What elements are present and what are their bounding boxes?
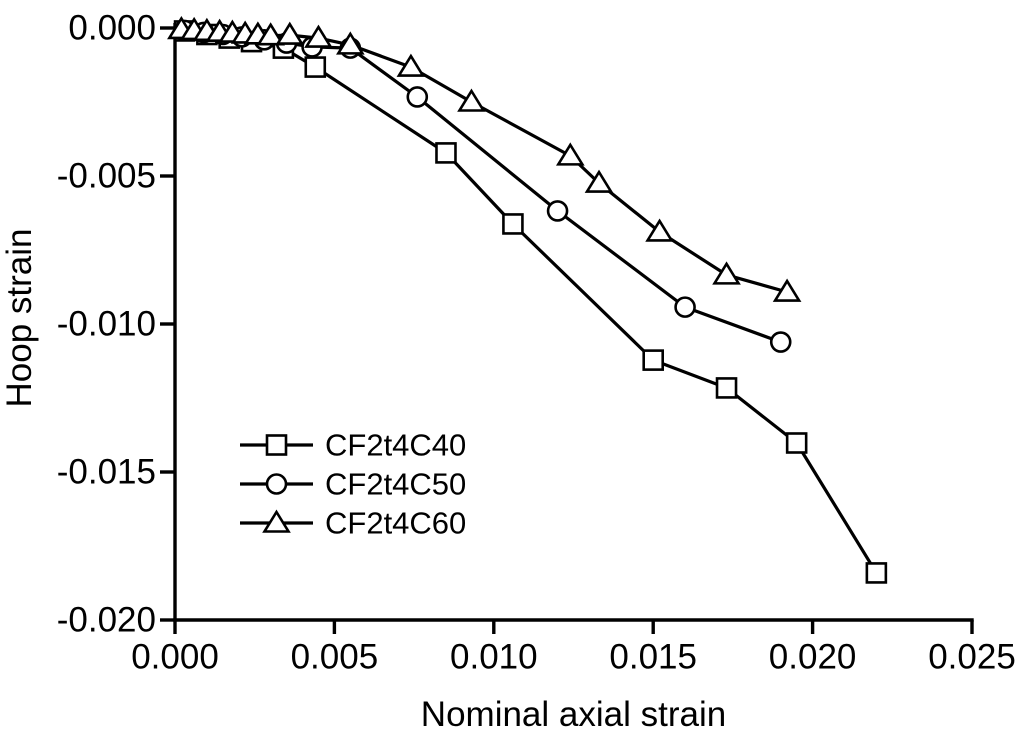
marker-triangle bbox=[256, 22, 285, 46]
legend-marker-triangle bbox=[262, 509, 291, 533]
marker-square bbox=[642, 349, 665, 371]
legend-label: CF2t4C60 bbox=[325, 506, 466, 541]
x-tick-label: 0.025 bbox=[928, 638, 1016, 677]
marker-circle bbox=[546, 200, 569, 222]
series-CF2t4C40 bbox=[173, 20, 888, 584]
marker-square bbox=[435, 142, 457, 164]
series-line-CF2t4C50 bbox=[184, 28, 782, 344]
legend-item-CF2t4C40: CF2t4C40 bbox=[240, 428, 466, 463]
legend: CF2t4C40 CF2t4C50 CF2t4C60 bbox=[240, 428, 466, 541]
x-tick-label: 0.015 bbox=[609, 638, 697, 677]
legend-item-CF2t4C50: CF2t4C50 bbox=[240, 467, 466, 502]
marker-triangle bbox=[555, 142, 585, 166]
series-line-CF2t4C60 bbox=[181, 27, 788, 294]
y-tick-label: -0.020 bbox=[57, 601, 156, 640]
legend-marker-circle bbox=[265, 473, 288, 495]
marker-square bbox=[502, 213, 524, 235]
marker-triangle bbox=[712, 261, 741, 285]
marker-circle bbox=[769, 331, 792, 353]
legend-label: CF2t4C40 bbox=[325, 428, 466, 463]
legend-item-CF2t4C60: CF2t4C60 bbox=[240, 506, 466, 541]
marker-triangle bbox=[457, 88, 486, 112]
legend-marker-square bbox=[265, 434, 288, 456]
x-tick-label: 0.010 bbox=[450, 638, 538, 677]
y-tick-label: 0.000 bbox=[68, 9, 156, 48]
x-tick-label: 0.000 bbox=[131, 638, 219, 677]
marker-circle bbox=[406, 86, 429, 108]
x-tick-label: 0.005 bbox=[291, 638, 379, 677]
series-CF2t4C50 bbox=[173, 19, 792, 353]
marker-triangle bbox=[304, 24, 333, 48]
marker-square bbox=[715, 377, 738, 399]
x-tick-label: 0.020 bbox=[769, 638, 857, 677]
marker-triangle bbox=[275, 21, 305, 45]
series-CF2t4C60 bbox=[167, 15, 802, 302]
marker-triangle bbox=[645, 218, 674, 242]
legend-label: CF2t4C50 bbox=[325, 467, 466, 502]
marker-square bbox=[785, 432, 808, 454]
marker-triangle bbox=[584, 169, 614, 193]
marker-triangle bbox=[772, 278, 802, 302]
x-axis-title: Nominal axial strain bbox=[420, 695, 727, 734]
y-tick-label: -0.010 bbox=[57, 305, 156, 344]
marker-triangle bbox=[396, 53, 426, 77]
y-tick-label: -0.005 bbox=[57, 157, 156, 196]
marker-triangle bbox=[336, 31, 365, 55]
marker-square bbox=[304, 56, 327, 78]
marker-square bbox=[865, 562, 888, 584]
series-line-CF2t4C40 bbox=[184, 29, 878, 574]
y-tick-label: -0.015 bbox=[57, 453, 156, 492]
y-axis-title: Hoop strain bbox=[0, 228, 39, 408]
marker-circle bbox=[674, 296, 696, 318]
